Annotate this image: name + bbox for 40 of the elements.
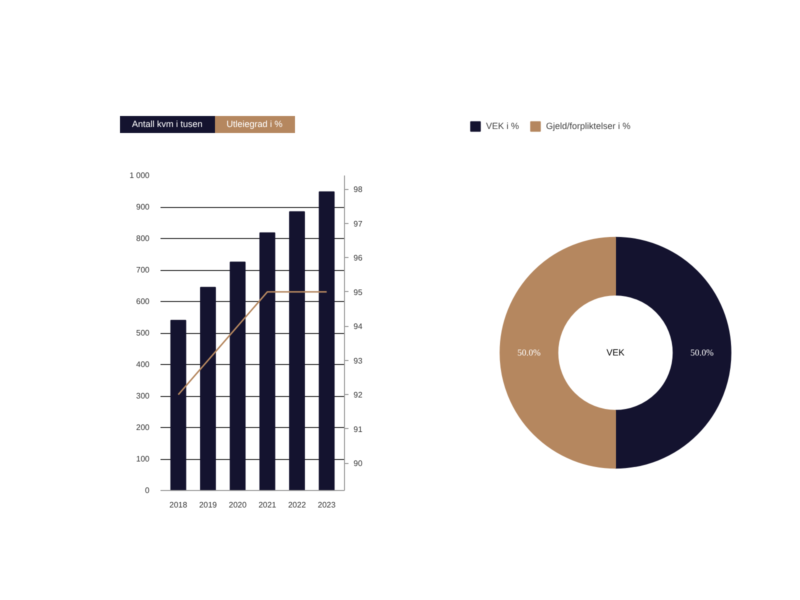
y2-tick-label: 90 bbox=[354, 459, 363, 468]
legend-label: Gjeld/forpliktelser i % bbox=[546, 121, 631, 131]
y-tick-label: 900 bbox=[136, 202, 150, 212]
y-tick-label: 700 bbox=[136, 266, 150, 274]
text: VEK bbox=[606, 348, 625, 358]
y-tick-label: 400 bbox=[136, 360, 150, 369]
y-tick-label: 0 bbox=[145, 486, 150, 495]
data-label: 50.0% bbox=[517, 348, 542, 358]
y2-tick-label: 95 bbox=[354, 288, 363, 297]
legend-label: VEK i % bbox=[486, 121, 520, 131]
y2-tick-label: 92 bbox=[354, 390, 363, 400]
x-tick-label: 2020 bbox=[228, 500, 248, 510]
y-tick-label: 800 bbox=[136, 234, 150, 243]
y-tick-label: 200 bbox=[136, 423, 150, 432]
bar bbox=[289, 211, 305, 490]
bar bbox=[318, 191, 335, 490]
bar bbox=[200, 286, 216, 490]
text: Antall kvm i tusen bbox=[120, 116, 215, 133]
y2-tick-label: 93 bbox=[354, 356, 363, 366]
y2-tick-label: 91 bbox=[354, 424, 363, 434]
x-tick-label: 2021 bbox=[258, 500, 277, 510]
x-tick-label: 2022 bbox=[288, 500, 306, 510]
line-series bbox=[178, 291, 328, 396]
x-tick-label: 2019 bbox=[199, 500, 218, 510]
y-tick-label: 500 bbox=[136, 328, 150, 338]
y2-tick-label: 97 bbox=[354, 219, 363, 228]
bar bbox=[170, 320, 186, 490]
bar bbox=[259, 232, 276, 490]
x-tick-label: 2018 bbox=[169, 500, 188, 510]
y2-tick-label: 96 bbox=[354, 254, 363, 263]
y2-tick-label: 94 bbox=[354, 322, 363, 332]
y-tick-label: 300 bbox=[136, 392, 150, 400]
data-label: 50.0% bbox=[690, 348, 714, 358]
x-tick-label: 2023 bbox=[318, 500, 336, 510]
text: Utleiegrad i % bbox=[214, 116, 295, 133]
y2-tick-label: 98 bbox=[354, 185, 363, 194]
y-tick-label: 600 bbox=[136, 297, 150, 306]
bar bbox=[230, 262, 246, 490]
y-tick-label: 100 bbox=[136, 454, 150, 464]
y-tick-label: 1 000 bbox=[129, 171, 150, 180]
